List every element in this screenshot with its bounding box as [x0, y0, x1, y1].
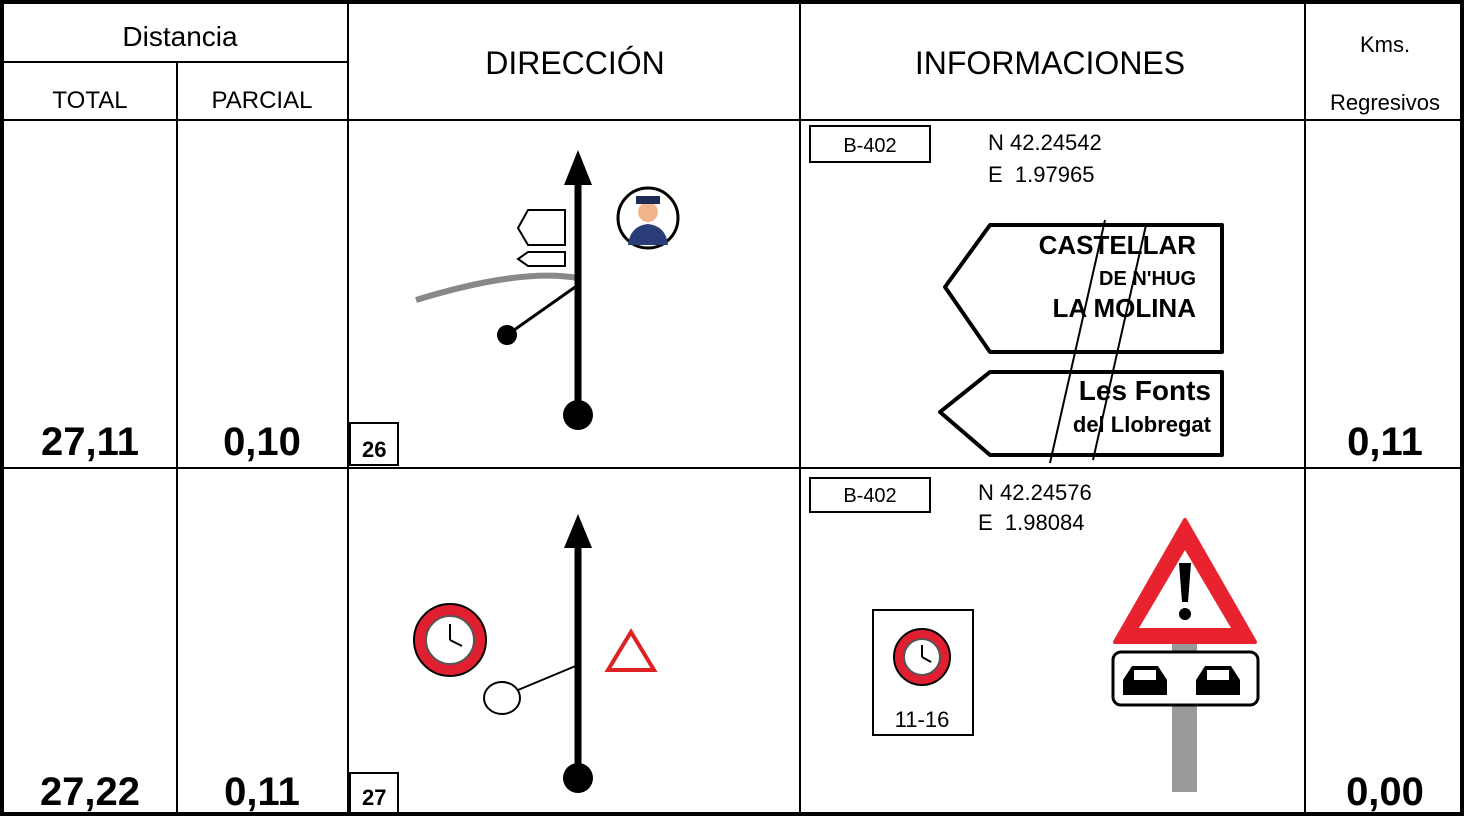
clock-box	[872, 609, 974, 736]
direction-signs	[938, 219, 1224, 464]
kms-remaining: 0,00	[1346, 770, 1424, 814]
waypoint-box	[349, 422, 399, 466]
clock-label: 11-16	[895, 707, 950, 732]
longitude: E 1.97965	[988, 162, 1094, 187]
total-distance: 27,11	[41, 420, 139, 464]
sign-text: CASTELLAR	[1039, 230, 1197, 260]
header-direccion: DIRECCIÓN	[485, 45, 665, 81]
header-informaciones: INFORMACIONES	[915, 45, 1185, 81]
header-kms: Kms.	[1360, 32, 1410, 57]
header-total: TOTAL	[52, 87, 127, 114]
road-code: B-402	[843, 485, 896, 507]
direction-diagram	[413, 514, 658, 793]
sign-text: DE N'HUG	[1099, 268, 1196, 290]
road-box	[809, 477, 931, 513]
header-parcial: PARCIAL	[212, 87, 313, 114]
kms-remaining: 0,11	[1347, 420, 1423, 464]
road-code: B-402	[843, 135, 896, 157]
warning-sign	[1111, 518, 1260, 792]
header-regresivos: Regresivos	[1330, 90, 1440, 115]
waypoint-number: 26	[362, 437, 386, 462]
header-distancia: Distancia	[122, 21, 238, 52]
waypoint-number: 27	[362, 785, 386, 810]
partial-distance: 0,10	[223, 420, 301, 464]
latitude: N 42.24542	[988, 130, 1102, 155]
sign-text: LA MOLINA	[1053, 293, 1197, 323]
sign-text: Les Fonts	[1079, 375, 1211, 406]
longitude: E 1.98084	[978, 510, 1084, 535]
latitude: N 42.24576	[978, 480, 1092, 505]
waypoint-box	[349, 772, 399, 814]
sign-text: del Llobregat	[1073, 412, 1212, 437]
total-distance: 27,22	[40, 770, 140, 814]
partial-distance: 0,11	[224, 770, 300, 814]
direction-diagram	[415, 150, 680, 430]
road-box	[809, 125, 931, 163]
